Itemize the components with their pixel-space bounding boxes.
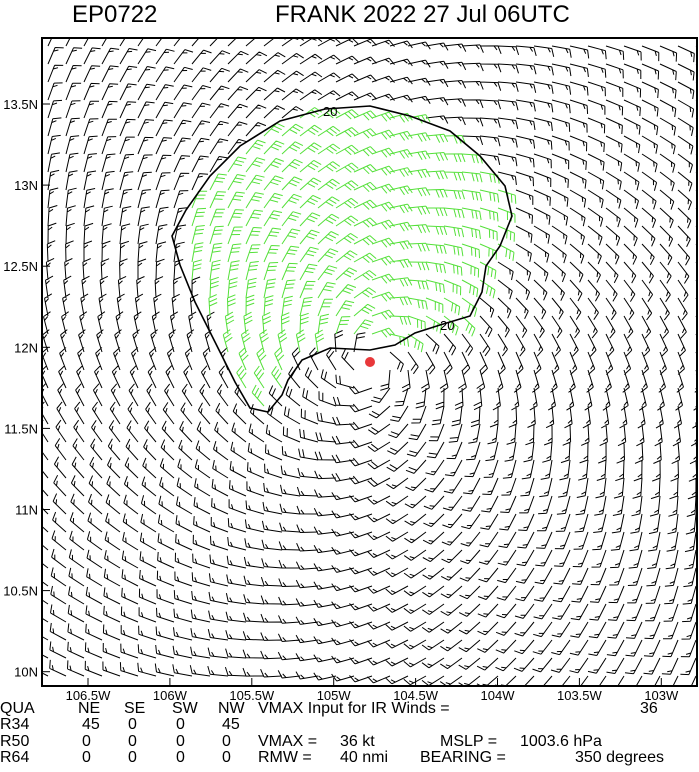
info-value: 36 — [640, 700, 658, 717]
wind-barbs — [42, 38, 697, 686]
table-cell: 0 — [128, 749, 137, 766]
contour-label: 20 — [440, 318, 454, 333]
info-text: RMW = — [258, 749, 312, 766]
lon-label: 105W — [317, 688, 352, 703]
table-cell: R34 — [0, 716, 29, 733]
table-cell: 0 — [176, 749, 185, 766]
table-cell: 0 — [128, 733, 137, 750]
lat-label: 10N — [14, 665, 38, 680]
info-value: 40 nmi — [340, 749, 388, 766]
axis-labels: 13.5N 13N 12.5N 12N 11.5N 11N 10.5N 10N 106.5W 10… — [3, 97, 679, 703]
storm-id: EP0722 — [72, 1, 157, 28]
table-cell: 0 — [222, 733, 231, 750]
lon-label: 103W — [644, 688, 679, 703]
lon-label: 104W — [481, 688, 516, 703]
table-header: SE — [124, 700, 145, 717]
storm-center — [365, 357, 375, 367]
lat-label: 12.5N — [3, 259, 38, 274]
title: FRANK 2022 27 Jul 06UTC — [275, 1, 570, 28]
table-cell: 0 — [176, 733, 185, 750]
lon-label: 105.5W — [229, 688, 275, 703]
table-cell: 0 — [222, 749, 231, 766]
table-cell: 45 — [222, 716, 240, 733]
table-header: SW — [172, 700, 199, 717]
table-cell: 0 — [176, 716, 185, 733]
info-text: MSLP = — [440, 733, 497, 750]
contour-label: 20 — [323, 104, 337, 119]
table-cell: 0 — [82, 749, 91, 766]
table-cell: R50 — [0, 733, 29, 750]
lat-label: 12N — [14, 340, 38, 355]
info-table: VMAX Input for IR Winds = 36 VMAX = 36 k… — [0, 700, 664, 766]
table-cell: 0 — [82, 733, 91, 750]
lon-label: 103.5W — [557, 688, 603, 703]
lon-label: 106.5W — [66, 688, 112, 703]
lat-label: 13.5N — [3, 97, 38, 112]
barbs-black — [42, 38, 697, 686]
lat-label: 10.5N — [3, 584, 38, 599]
table-cell: 0 — [128, 716, 137, 733]
info-value: 36 kt — [340, 733, 375, 750]
table-header: QUA — [0, 700, 35, 717]
table-header: NE — [78, 700, 100, 717]
info-text: VMAX Input for IR Winds = — [258, 700, 450, 717]
lon-label: 106W — [153, 688, 188, 703]
info-value: 350 degrees — [575, 749, 664, 766]
map-frame — [41, 37, 698, 687]
info-text: BEARING = — [420, 749, 506, 766]
contour-20 — [171, 105, 513, 413]
table-cell: 45 — [82, 716, 100, 733]
lat-label: 13N — [14, 178, 38, 193]
lat-label: 11N — [15, 503, 38, 518]
lat-label: 11.5N — [4, 421, 38, 436]
lon-label: 104.5W — [393, 688, 439, 703]
info-value: 1003.6 hPa — [520, 733, 602, 750]
table-header: NW — [218, 700, 246, 717]
table-cell: R64 — [0, 749, 29, 766]
info-text: VMAX = — [258, 733, 317, 750]
barbs-green — [191, 107, 517, 407]
